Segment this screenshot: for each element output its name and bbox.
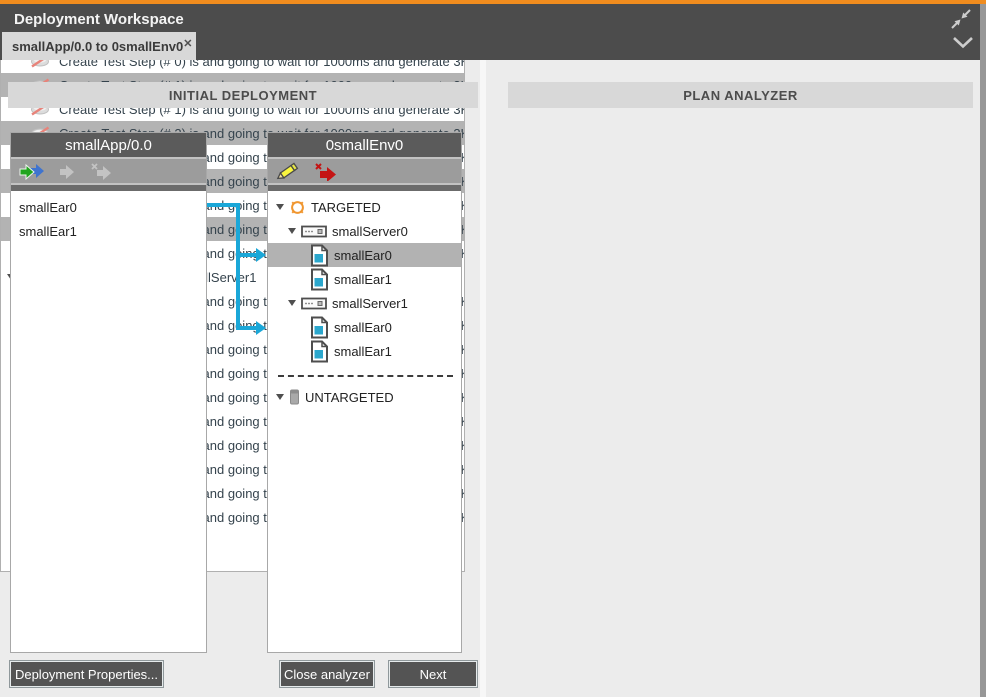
untargeted-icon — [289, 389, 300, 405]
tree-row-ear[interactable]: smallEar0 — [268, 315, 461, 339]
environment-toolbar — [268, 157, 461, 183]
targeted-untargeted-divider — [278, 375, 453, 377]
title-bar: Deployment Workspace smallApp/0.0 to 0sm… — [0, 4, 986, 60]
expander-triangle-icon[interactable] — [288, 300, 296, 306]
deploy-arrow-icon[interactable] — [18, 162, 46, 180]
deployment-mapping-connector — [207, 203, 266, 335]
target-arrow-disabled-icon[interactable] — [58, 162, 77, 180]
untarget-arrow-disabled-icon[interactable] — [89, 162, 114, 180]
environment-panel-title: 0smallEnv0 — [268, 133, 461, 157]
tree-row-server[interactable]: smallServer0 — [268, 219, 461, 243]
environment-panel-strip — [268, 183, 461, 191]
window-accent-border — [0, 0, 986, 4]
edit-pencil-icon[interactable] — [275, 160, 300, 182]
plan-analyzer-header: PLAN ANALYZER — [508, 82, 973, 108]
tree-row-targeted[interactable]: TARGETED — [268, 195, 461, 219]
next-button[interactable]: Next — [388, 660, 478, 688]
ear-name: smallEar1 — [334, 343, 392, 359]
ear-name: smallEar0 — [334, 247, 392, 263]
targeted-label: TARGETED — [311, 199, 381, 215]
tree-row-ear-selected[interactable]: smallEar0 — [268, 243, 461, 267]
close-analyzer-button[interactable]: Close analyzer — [279, 660, 375, 688]
ear-document-icon — [310, 268, 329, 291]
tab-close-icon[interactable]: ✕ — [183, 37, 193, 50]
ear-document-icon — [310, 340, 329, 363]
tree-row-ear[interactable]: smallEar1 — [268, 339, 461, 363]
server-icon — [301, 225, 327, 238]
expander-triangle-icon[interactable] — [288, 228, 296, 234]
initial-deployment-header: INITIAL DEPLOYMENT — [8, 82, 478, 108]
environment-panel: 0smallEnv0 — [267, 132, 462, 653]
collapse-window-icon[interactable] — [950, 8, 972, 35]
window-title: Deployment Workspace — [14, 11, 184, 28]
application-toolbar — [11, 157, 206, 183]
expander-triangle-icon[interactable] — [276, 394, 284, 400]
ear-document-icon — [310, 316, 329, 339]
tree-row-ear[interactable]: smallEar1 — [268, 267, 461, 291]
workspace-tab[interactable]: smallApp/0.0 to 0smallEnv0 ✕ — [2, 32, 196, 60]
target-icon — [289, 199, 306, 216]
server-icon — [301, 297, 327, 310]
application-panel-title: smallApp/0.0 — [11, 133, 206, 157]
server-name: smallServer1 — [332, 295, 408, 311]
list-item[interactable]: smallEar0 — [19, 199, 77, 215]
window-right-border — [980, 4, 986, 697]
untargeted-label: UNTARGETED — [305, 389, 394, 405]
application-ear-list: smallEar0 smallEar1 — [11, 191, 206, 652]
application-panel-strip — [11, 183, 206, 191]
ear-name: smallEar0 — [334, 319, 392, 335]
chevron-down-icon[interactable] — [952, 36, 974, 54]
environment-tree: TARGETED smallServer0 — [268, 191, 461, 652]
expander-triangle-icon[interactable] — [276, 204, 284, 210]
tree-row-server[interactable]: smallServer1 — [268, 291, 461, 315]
tab-label: smallApp/0.0 to 0smallEnv0 — [12, 38, 184, 54]
deployment-properties-button[interactable]: Deployment Properties... — [9, 660, 164, 688]
server-name: smallServer0 — [332, 223, 408, 239]
list-item[interactable]: smallEar1 — [19, 223, 77, 239]
ear-name: smallEar1 — [334, 271, 392, 287]
section-splitter — [480, 60, 486, 697]
ear-document-icon — [310, 244, 329, 267]
tree-row-untargeted[interactable]: UNTARGETED — [268, 385, 461, 409]
application-panel: smallApp/0.0 smallEar0 — [10, 132, 207, 653]
remove-target-arrow-icon[interactable] — [312, 161, 338, 181]
